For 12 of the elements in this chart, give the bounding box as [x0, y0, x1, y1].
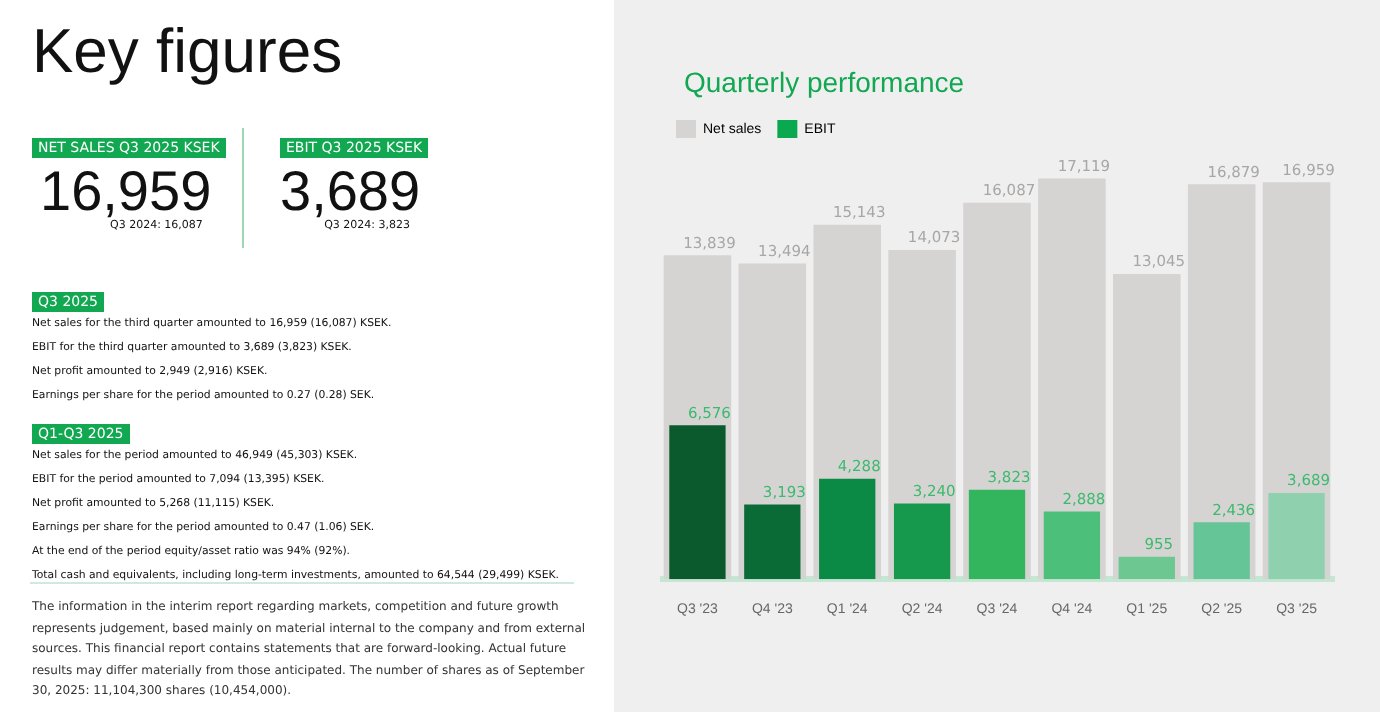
bar — [1268, 492, 1325, 580]
bar — [1193, 522, 1250, 580]
bar — [1112, 273, 1181, 580]
bar — [1118, 556, 1175, 580]
bar — [1043, 511, 1101, 580]
text: Key figures — [32, 16, 343, 88]
bar — [669, 425, 726, 580]
bar — [744, 504, 801, 580]
bar — [893, 503, 951, 580]
chart-title: Quarterly performance — [684, 66, 965, 98]
bar — [968, 489, 1026, 580]
bar — [819, 478, 876, 580]
